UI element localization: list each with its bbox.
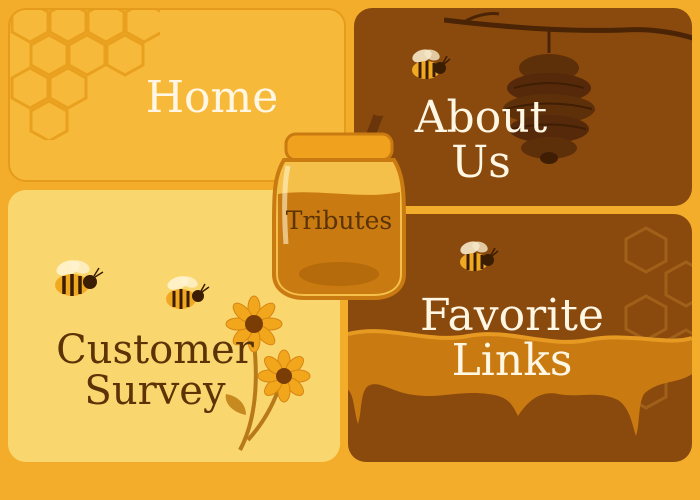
- home-button[interactable]: Home: [8, 8, 346, 182]
- honey-drip-decoration: [348, 329, 692, 436]
- home-label: Home: [145, 72, 279, 123]
- bee-icon: [55, 260, 104, 296]
- tributes-label: Tributes: [285, 206, 393, 235]
- bee-icon: [460, 241, 499, 271]
- survey-label-line2: Survey: [84, 367, 226, 414]
- honey-jar-icon: [272, 106, 406, 300]
- customer-survey-label: Customer Survey: [50, 330, 260, 412]
- about-us-button[interactable]: About Us: [354, 8, 692, 206]
- about-us-label: About Us: [406, 92, 556, 188]
- honeycomb-icon: [10, 10, 160, 140]
- flower-icon: [225, 295, 311, 451]
- survey-label-line1: Customer: [56, 327, 254, 373]
- bee-icon: [412, 49, 451, 79]
- tributes-button[interactable]: Tributes: [264, 104, 414, 304]
- about-label-line2: Us: [451, 136, 511, 188]
- favorite-links-label: Favorite Links: [412, 290, 612, 386]
- about-label-line1: About: [414, 92, 548, 143]
- bee-icon: [166, 276, 210, 309]
- links-label-line1: Favorite: [420, 290, 604, 341]
- beehive-icon: [444, 12, 692, 164]
- links-label-line2: Links: [451, 334, 573, 386]
